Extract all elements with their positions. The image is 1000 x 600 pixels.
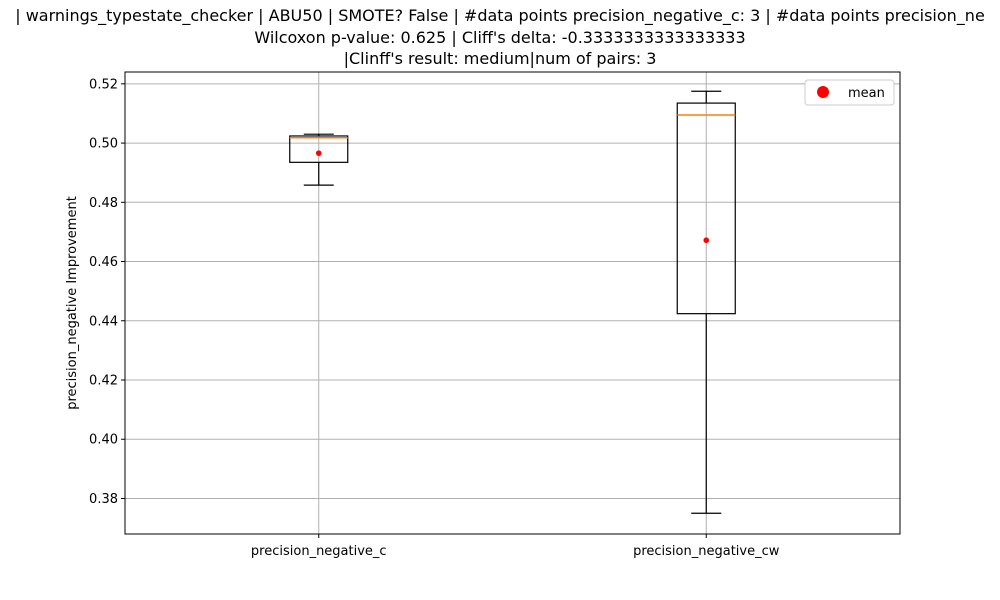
- y-tick-label: 0.40: [89, 433, 118, 448]
- plot-area-frame: [124, 71, 901, 535]
- y-tick-label: 0.42: [89, 374, 118, 389]
- iqr-box: [676, 102, 736, 315]
- legend: mean: [804, 79, 895, 106]
- y-axis-label: precision_negative Improvement: [65, 196, 80, 410]
- x-axis-ticks: precision_negative_c precision_negative_c…: [251, 534, 780, 559]
- y-tick-label: 0.48: [89, 196, 118, 211]
- legend-frame: [804, 79, 895, 106]
- y-tick-label: 0.38: [89, 492, 118, 507]
- box-series: [289, 90, 736, 514]
- legend-mean-label: mean: [848, 86, 885, 101]
- legend-mean-marker: [817, 86, 829, 98]
- y-tick-label: 0.52: [89, 77, 118, 92]
- grid-lines: [125, 72, 900, 534]
- y-axis-ticks: 0.38 0.40 0.42 0.44 0.46 0.48 0.50 0.52: [89, 77, 125, 507]
- x-tick-label: precision_negative_cw: [633, 544, 780, 559]
- chart-title-line-3: |Clinff's result: medium|num of pairs: 3: [343, 49, 657, 68]
- chart-title-line-1: | warnings_typestate_checker | ABU50 | S…: [15, 6, 985, 25]
- y-tick-label: 0.50: [89, 137, 118, 152]
- y-tick-label: 0.46: [89, 255, 118, 270]
- mean-marker: [315, 150, 322, 156]
- chart-title-line-2: Wilcoxon p-value: 0.625 | Cliff's delta:…: [254, 28, 746, 47]
- x-tick-label: precision_negative_c: [251, 544, 387, 559]
- mean-marker: [703, 237, 710, 244]
- y-tick-label: 0.44: [89, 314, 118, 329]
- box-precision_negative_c: [289, 133, 349, 186]
- box-precision_negative_cw: [676, 90, 736, 514]
- iqr-box: [289, 135, 349, 163]
